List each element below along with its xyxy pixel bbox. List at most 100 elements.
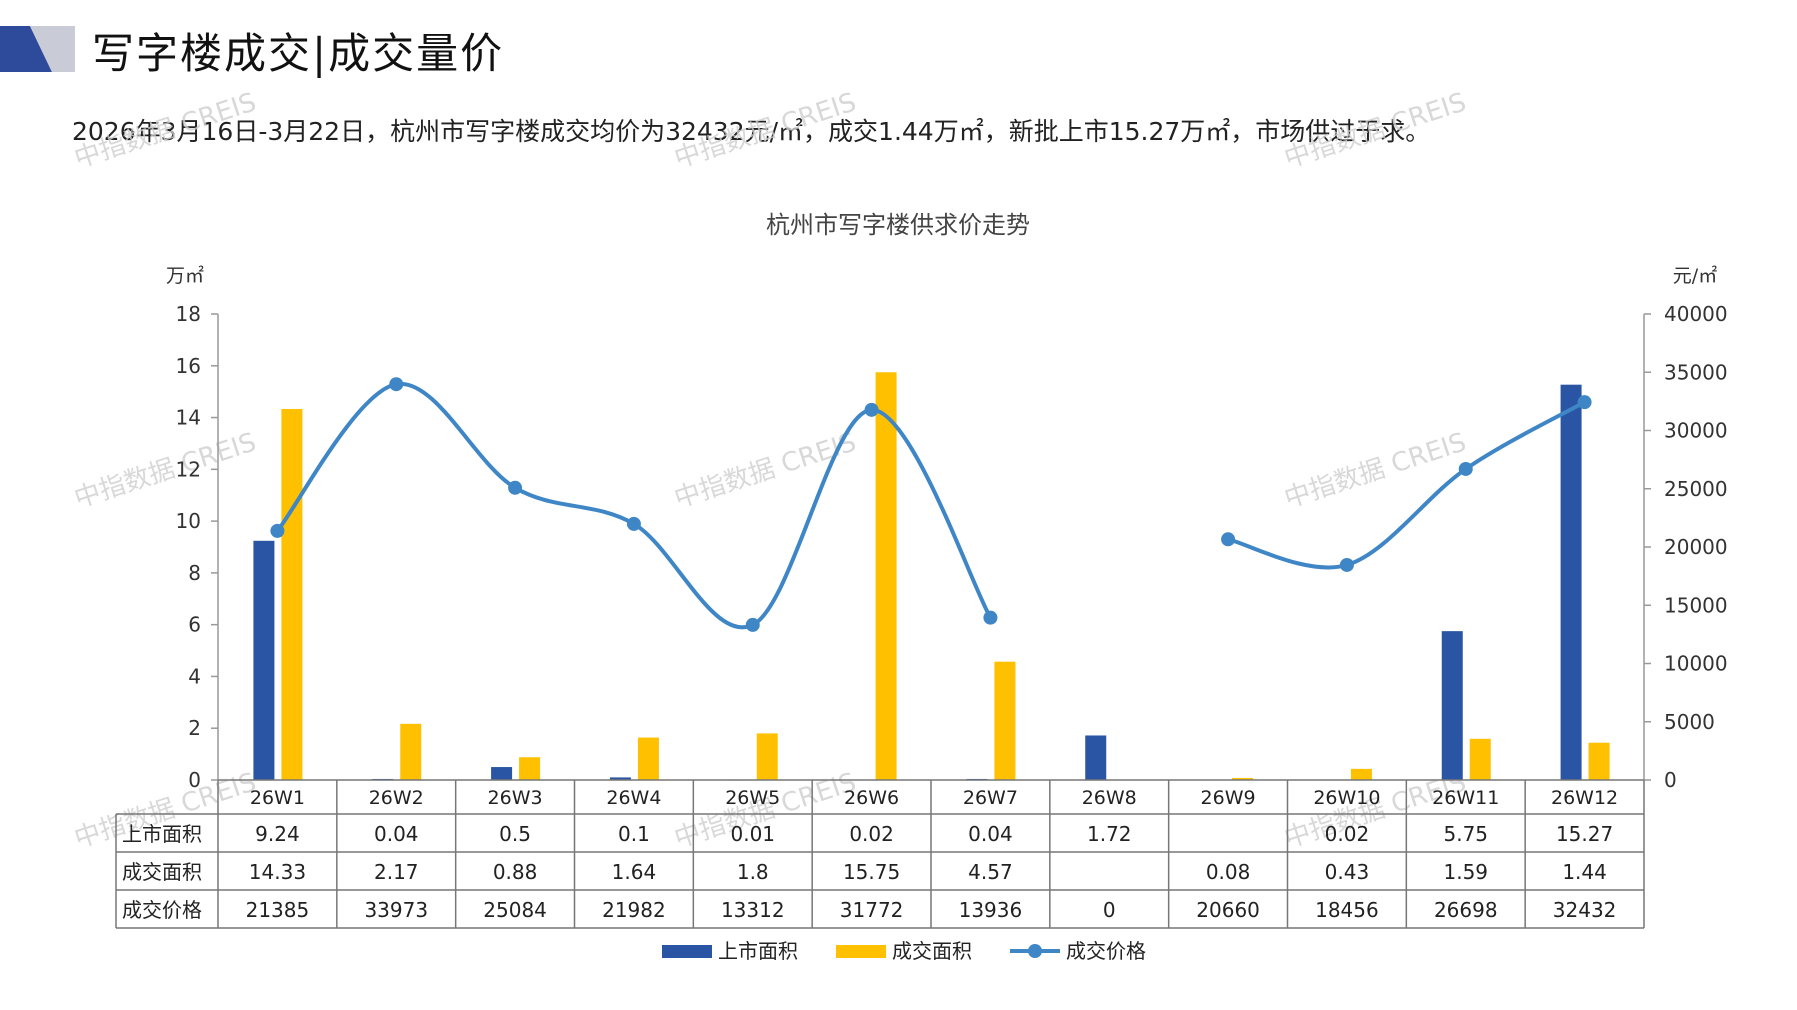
price-point (508, 480, 523, 495)
x-tick-label: 26W9 (1201, 787, 1256, 809)
legend-swatch-transacted (836, 945, 886, 958)
y-left-tick-label: 2 (188, 716, 201, 740)
table-cell-price: 20660 (1196, 898, 1260, 922)
table-cell-transacted: 0.43 (1325, 860, 1370, 884)
y-right-tick-label: 15000 (1664, 593, 1728, 617)
table-cell-transacted: 1.59 (1443, 860, 1488, 884)
table-cell-listed: 0.01 (730, 822, 775, 846)
table-cell-price: 31772 (840, 898, 904, 922)
price-point (864, 402, 879, 417)
bar-listed-area (609, 777, 631, 780)
bar-transacted-area (994, 661, 1016, 780)
x-tick-label: 26W11 (1432, 787, 1499, 809)
table-cell-price: 13312 (721, 898, 785, 922)
table-cell-transacted: 15.75 (843, 860, 900, 884)
x-tick-label: 26W1 (250, 787, 305, 809)
y-right-tick-label: 5000 (1664, 710, 1715, 734)
table-cell-listed: 0.04 (374, 822, 419, 846)
table-cell-price: 32432 (1553, 898, 1617, 922)
bar-transacted-area (875, 372, 897, 780)
x-tick-label: 26W10 (1313, 787, 1380, 809)
x-tick-label: 26W2 (369, 787, 424, 809)
legend-label: 上市面积 (718, 939, 798, 963)
table-cell-price: 18456 (1315, 898, 1379, 922)
y-left-tick-label: 4 (188, 664, 201, 688)
summary-text: 2026年3月16日-3月22日，杭州市写字楼成交均价为32432元/㎡，成交1… (72, 117, 1431, 146)
y-left-tick-label: 0 (188, 768, 201, 792)
table-cell-price: 13936 (959, 898, 1023, 922)
price-point (1458, 461, 1473, 476)
x-tick-label: 26W3 (488, 787, 543, 809)
price-point (983, 610, 998, 625)
table-cell-transacted: 1.44 (1562, 860, 1607, 884)
table-cell-transacted: 2.17 (374, 860, 419, 884)
bar-listed-area (253, 540, 275, 780)
price-point (1577, 395, 1592, 410)
page-title: 写字楼成交|成交量价 (92, 29, 505, 78)
price-point (626, 516, 641, 531)
table-cell-listed: 9.24 (255, 822, 300, 846)
y-right-tick-label: 10000 (1664, 652, 1728, 676)
table-cell-transacted: 0.88 (493, 860, 538, 884)
bar-transacted-area (519, 757, 541, 780)
price-point (389, 377, 404, 392)
bar-listed-area (1441, 631, 1463, 780)
price-point (1339, 557, 1354, 572)
price-line-series (1227, 400, 1586, 570)
table-row-label-transacted: 成交面积 (122, 860, 202, 884)
bar-transacted-area (637, 737, 659, 780)
legend-swatch-listed (662, 945, 712, 958)
table-cell-transacted: 14.33 (249, 860, 306, 884)
table-cell-price: 33973 (364, 898, 428, 922)
y-right-tick-label: 35000 (1664, 360, 1728, 384)
y-left-unit-label: 万㎡ (166, 264, 204, 287)
table-cell-transacted: 4.57 (968, 860, 1013, 884)
table-cell-listed: 5.75 (1443, 822, 1488, 846)
bar-listed-area (1560, 384, 1582, 780)
table-cell-transacted: 1.8 (737, 860, 769, 884)
brand-logo-icon (0, 26, 75, 72)
price-point (270, 523, 285, 538)
table-row-label-listed: 上市面积 (122, 822, 202, 846)
bar-transacted-area (1469, 738, 1491, 780)
chart-title: 杭州市写字楼供求价走势 (766, 211, 1030, 239)
table-cell-transacted: 0.08 (1206, 860, 1251, 884)
y-right-unit-label: 元/㎡ (1673, 264, 1717, 287)
x-tick-label: 26W12 (1551, 787, 1618, 809)
y-left-tick-label: 12 (176, 457, 201, 481)
price-point (745, 617, 760, 632)
bar-transacted-area (1232, 777, 1254, 780)
table-row-label-price: 成交价格 (122, 898, 202, 922)
legend-label: 成交面积 (892, 939, 972, 963)
table-cell-listed: 0.1 (618, 822, 650, 846)
y-left-tick-label: 18 (176, 302, 201, 326)
bar-transacted-area (756, 733, 778, 780)
bar-transacted-area (1588, 742, 1610, 780)
table-cell-listed: 0.02 (849, 822, 894, 846)
table-cell-transacted: 1.64 (612, 860, 657, 884)
x-tick-label: 26W7 (963, 787, 1018, 809)
y-right-tick-label: 25000 (1664, 477, 1728, 501)
x-tick-label: 26W6 (844, 787, 899, 809)
table-cell-listed: 0.5 (499, 822, 531, 846)
x-tick-label: 26W5 (725, 787, 780, 809)
legend-swatch-price-marker (1028, 944, 1042, 958)
bar-listed-area (491, 767, 513, 780)
y-right-tick-label: 40000 (1664, 302, 1728, 326)
price-point (1221, 532, 1236, 547)
y-left-tick-label: 6 (188, 613, 201, 637)
y-left-tick-label: 10 (176, 509, 201, 533)
table-cell-listed: 1.72 (1087, 822, 1132, 846)
y-left-tick-label: 16 (176, 354, 201, 378)
table-cell-listed: 0.02 (1325, 822, 1370, 846)
y-right-tick-label: 0 (1664, 768, 1677, 792)
bar-listed-area (1085, 735, 1107, 780)
table-cell-listed: 0.04 (968, 822, 1013, 846)
table-cell-price: 0 (1103, 898, 1116, 922)
y-left-tick-label: 14 (176, 406, 201, 430)
y-right-tick-label: 20000 (1664, 535, 1728, 559)
table-cell-listed: 15.27 (1556, 822, 1613, 846)
legend-label: 成交价格 (1066, 939, 1146, 963)
x-tick-label: 26W8 (1082, 787, 1137, 809)
